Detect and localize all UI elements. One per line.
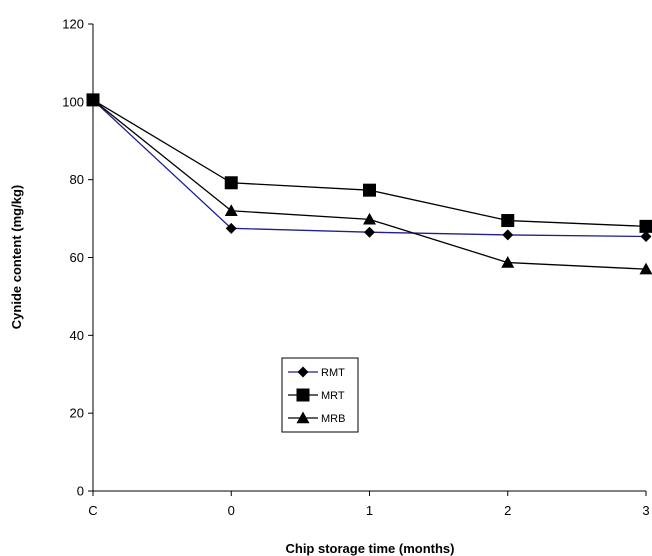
y-tick-label: 60 — [70, 250, 84, 265]
x-tick-label: 2 — [504, 503, 511, 518]
data-point-rmt — [502, 229, 514, 241]
data-point-mrb — [639, 262, 652, 275]
y-tick-label: 0 — [77, 484, 84, 499]
y-tick-label: 40 — [70, 328, 84, 343]
x-tick-label: 3 — [642, 503, 649, 518]
legend-marker-mrt — [296, 388, 310, 402]
data-point-rmt — [225, 222, 237, 234]
series-mrb — [86, 93, 652, 275]
data-point-mrt — [639, 219, 652, 233]
x-tick-label: 1 — [366, 503, 373, 518]
x-tick-label: C — [88, 503, 97, 518]
data-point-mrt — [224, 176, 238, 190]
y-axis-title: Cynide content (mg/kg) — [9, 185, 24, 329]
legend-label-mrt: MRT — [321, 390, 345, 402]
y-axis-ticks: 0 20 40 60 80 100 120 — [62, 17, 93, 499]
x-tick-label: 0 — [228, 503, 235, 518]
x-axis-ticks: C 0 1 2 3 — [88, 491, 650, 518]
data-point-rmt — [640, 230, 652, 242]
legend-label-rmt: RMT — [321, 367, 345, 379]
y-tick-label: 20 — [70, 406, 84, 421]
series-line-mrt — [92, 99, 647, 228]
data-point-mrt — [501, 214, 515, 228]
legend-marker-mrb — [296, 411, 310, 424]
series-group — [86, 93, 652, 275]
x-axis-title: Chip storage time (months) — [285, 541, 454, 556]
y-tick-label: 100 — [62, 94, 84, 109]
y-tick-label: 120 — [62, 17, 84, 32]
data-point-mrb — [501, 256, 515, 268]
legend-label-mrb: MRB — [321, 413, 345, 425]
data-point-rmt — [364, 226, 375, 238]
axes — [92, 24, 646, 492]
data-point-mrb — [224, 204, 238, 216]
data-point-mrt — [363, 183, 376, 197]
legend-marker-rmt — [297, 366, 309, 378]
y-tick-label: 80 — [70, 172, 84, 187]
data-point-mrb — [363, 212, 376, 225]
data-point-mrb — [86, 93, 100, 106]
legend: RMT MRT MRB — [281, 357, 359, 433]
